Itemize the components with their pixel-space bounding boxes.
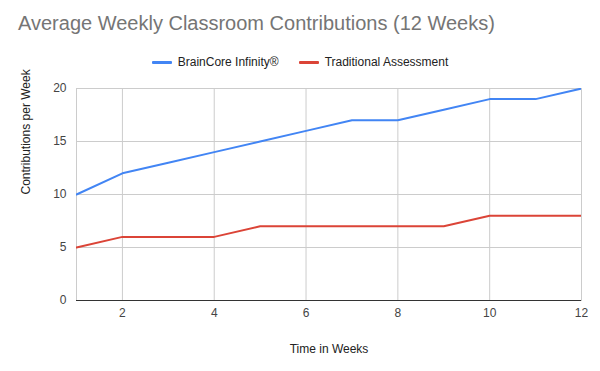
svg-text:0: 0 (60, 293, 67, 307)
html-text:Traditional Assessment: Traditional Assessment (324, 54, 449, 69)
svg-text:20: 20 (53, 81, 67, 95)
svg-text:Contributions per Week: Contributions per Week (19, 68, 33, 194)
html-text:Average Weekly Classroom Contr: Average Weekly Classroom Contributions (… (18, 12, 495, 34)
svg-text:15: 15 (53, 134, 67, 148)
svg-text:12: 12 (575, 306, 589, 320)
svg-text:10: 10 (483, 306, 497, 320)
svg-text:6: 6 (303, 306, 310, 320)
svg-text:2: 2 (119, 306, 126, 320)
svg-text:8: 8 (395, 306, 402, 320)
svg-text:4: 4 (211, 306, 218, 320)
svg-text:10: 10 (53, 187, 67, 201)
html-text:BrainCore Infinity®: BrainCore Infinity® (177, 54, 279, 69)
svg-text:Time in Weeks: Time in Weeks (290, 342, 369, 356)
svg-text:5: 5 (60, 240, 67, 254)
